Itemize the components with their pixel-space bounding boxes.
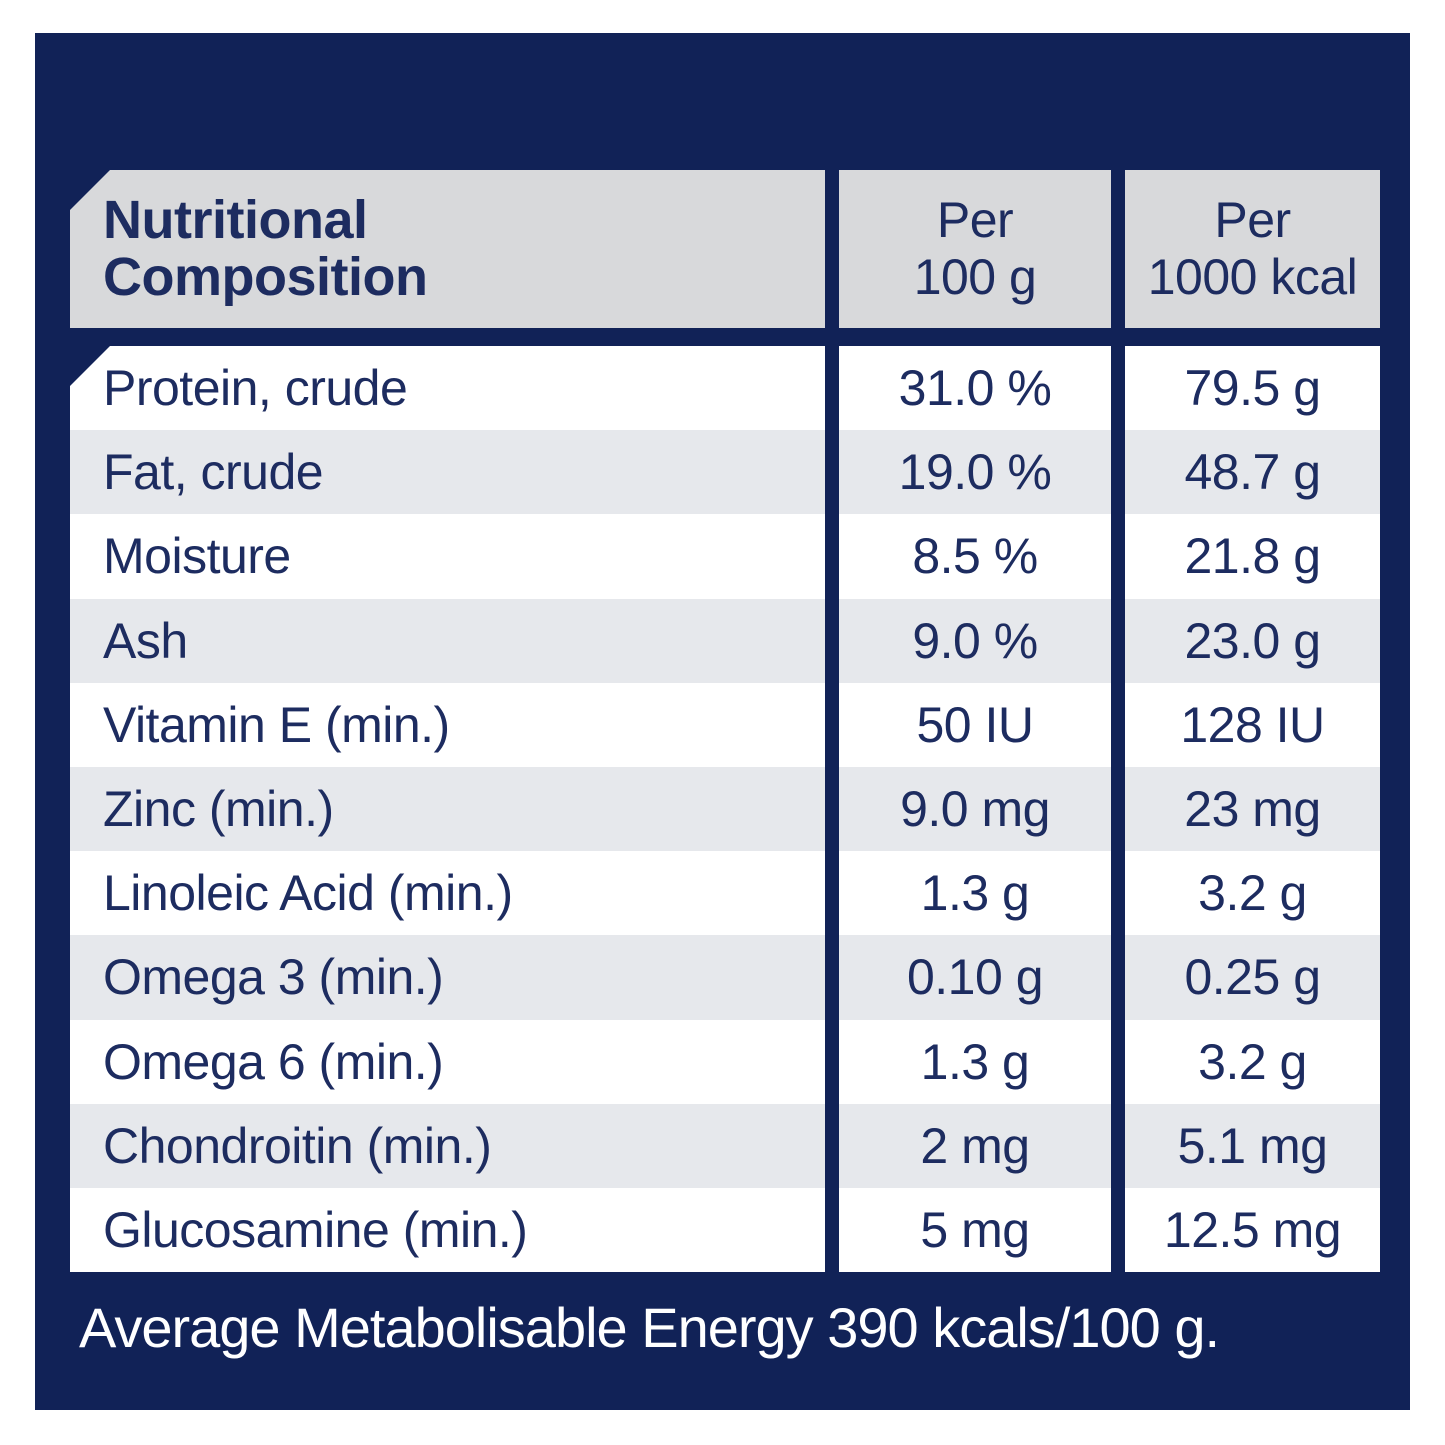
table-row-ash: Ash 9.0 % 23.0 g — [70, 598, 1380, 683]
header-per-1000kcal-line-2: 1000 kcal — [1147, 249, 1358, 305]
table-row-moisture: Moisture 8.5 % 21.8 g — [70, 514, 1380, 599]
row-value-per-1000kcal: 3.2 g — [1125, 851, 1380, 936]
column-separator — [825, 767, 839, 851]
row-value-per-1000kcal: 128 IU — [1125, 682, 1380, 767]
row-label: Ash — [70, 598, 825, 683]
column-separator — [825, 170, 839, 328]
row-value-per-100g: 9.0 % — [839, 598, 1111, 683]
column-separator — [1111, 599, 1125, 683]
column-separator — [825, 851, 839, 935]
column-separator — [825, 935, 839, 1019]
row-value-per-100g: 2 mg — [839, 1103, 1111, 1188]
column-separator — [1111, 1188, 1125, 1272]
table-row-fat-crude: Fat, crude 19.0 % 48.7 g — [70, 430, 1380, 515]
row-label: Omega 6 (min.) — [70, 1019, 825, 1104]
header-title-cell: Nutritional Composition — [70, 170, 825, 328]
column-separator — [1111, 767, 1125, 851]
row-value-per-100g: 0.10 g — [839, 935, 1111, 1020]
column-separator — [1111, 683, 1125, 767]
row-value-per-1000kcal: 23.0 g — [1125, 598, 1380, 683]
row-value-per-100g: 5 mg — [839, 1187, 1111, 1273]
row-label: Zinc (min.) — [70, 766, 825, 852]
header-per-1000kcal-cell: Per 1000 kcal — [1125, 170, 1380, 328]
row-value-per-1000kcal: 0.25 g — [1125, 935, 1380, 1020]
average-metabolisable-energy-note: Average Metabolisable Energy 390 kcals/1… — [79, 1295, 1220, 1359]
header-body-divider — [70, 328, 1380, 346]
table-row-linoleic-acid: Linoleic Acid (min.) 1.3 g 3.2 g — [70, 851, 1380, 936]
table-row-omega-3: Omega 3 (min.) 0.10 g 0.25 g — [70, 935, 1380, 1020]
row-value-per-1000kcal: 12.5 mg — [1125, 1187, 1380, 1273]
header-per-1000kcal-line-1: Per — [1214, 192, 1291, 248]
row-value-per-100g: 8.5 % — [839, 514, 1111, 599]
table-row-zinc: Zinc (min.) 9.0 mg 23 mg — [70, 766, 1380, 852]
column-separator — [1111, 1104, 1125, 1188]
nutrition-panel: Nutritional Composition Per 100 g Per 10… — [35, 33, 1410, 1410]
row-label: Protein, crude — [70, 346, 825, 431]
table-header-row: Nutritional Composition Per 100 g Per 10… — [70, 170, 1380, 328]
header-per-100g-line-1: Per — [936, 192, 1014, 248]
row-value-per-100g: 1.3 g — [839, 1019, 1111, 1104]
row-value-per-1000kcal: 23 mg — [1125, 766, 1380, 852]
column-separator — [825, 1188, 839, 1272]
row-label: Chondroitin (min.) — [70, 1103, 825, 1188]
row-label: Vitamin E (min.) — [70, 682, 825, 767]
column-separator — [825, 346, 839, 430]
row-value-per-100g: 9.0 mg — [839, 766, 1111, 852]
table-body: Protein, crude 31.0 % 79.5 g Fat, crude … — [70, 346, 1380, 1273]
table-row-protein-crude: Protein, crude 31.0 % 79.5 g — [70, 346, 1380, 431]
row-label: Linoleic Acid (min.) — [70, 851, 825, 936]
row-label: Glucosamine (min.) — [70, 1187, 825, 1273]
column-separator — [1111, 851, 1125, 935]
nutrition-table: Nutritional Composition Per 100 g Per 10… — [70, 170, 1380, 1273]
row-label: Moisture — [70, 514, 825, 599]
row-label: Omega 3 (min.) — [70, 935, 825, 1020]
table-row-chondroitin: Chondroitin (min.) 2 mg 5.1 mg — [70, 1103, 1380, 1188]
column-separator — [825, 683, 839, 767]
header-title-line-1: Nutritional — [103, 190, 368, 250]
column-separator — [825, 599, 839, 683]
table-row-omega-6: Omega 6 (min.) 1.3 g 3.2 g — [70, 1019, 1380, 1104]
row-value-per-1000kcal: 21.8 g — [1125, 514, 1380, 599]
column-separator — [1111, 170, 1125, 328]
column-separator — [825, 1020, 839, 1104]
column-separator — [825, 514, 839, 598]
row-value-per-100g: 19.0 % — [839, 430, 1111, 515]
column-separator — [1111, 430, 1125, 514]
column-separator — [825, 1104, 839, 1188]
row-value-per-100g: 1.3 g — [839, 851, 1111, 936]
header-per-100g-line-2: 100 g — [913, 249, 1037, 305]
table-row-vitamin-e: Vitamin E (min.) 50 IU 128 IU — [70, 682, 1380, 767]
row-value-per-1000kcal: 3.2 g — [1125, 1019, 1380, 1104]
column-separator — [1111, 514, 1125, 598]
header-title-line-2: Composition — [103, 247, 428, 307]
column-separator — [1111, 346, 1125, 430]
column-separator — [1111, 1020, 1125, 1104]
row-value-per-1000kcal: 48.7 g — [1125, 430, 1380, 515]
header-per-100g-cell: Per 100 g — [839, 170, 1111, 328]
row-value-per-100g: 31.0 % — [839, 346, 1111, 431]
table-row-glucosamine: Glucosamine (min.) 5 mg 12.5 mg — [70, 1187, 1380, 1273]
row-label: Fat, crude — [70, 430, 825, 515]
row-value-per-1000kcal: 79.5 g — [1125, 346, 1380, 431]
row-value-per-100g: 50 IU — [839, 682, 1111, 767]
column-separator — [1111, 935, 1125, 1019]
column-separator — [825, 430, 839, 514]
row-value-per-1000kcal: 5.1 mg — [1125, 1103, 1380, 1188]
